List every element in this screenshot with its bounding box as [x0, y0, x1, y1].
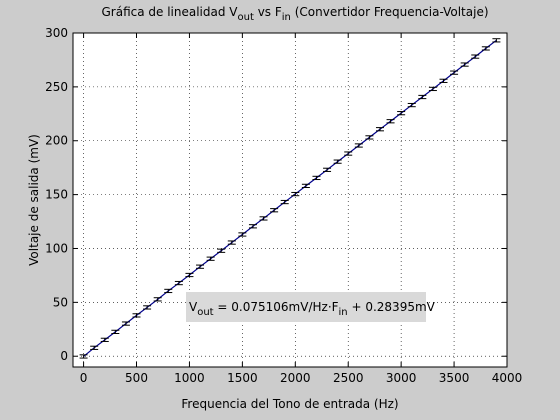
- data-point: [450, 70, 459, 75]
- x-tick-label: 1000: [174, 371, 205, 385]
- x-axis-label: Frequencia del Tono de entrada (Hz): [181, 397, 398, 411]
- data-point: [439, 78, 448, 83]
- data-point: [301, 183, 310, 189]
- y-tick-label: 300: [45, 26, 68, 40]
- equation-box: [186, 292, 426, 322]
- x-tick-label: 2000: [280, 371, 311, 385]
- y-tick-label: 200: [45, 134, 68, 148]
- data-point: [217, 248, 226, 253]
- data-point: [270, 208, 279, 213]
- title-suffix: (Convertidor Frequencia-Voltaje): [291, 5, 489, 19]
- eq-end: + 0.28395mV: [348, 300, 436, 314]
- data-point: [79, 354, 88, 359]
- data-point: [121, 321, 130, 326]
- tick-labels: 0 500 1000 1500 2000 2500 3000 3500 4000 0 50 100 15…: [45, 26, 522, 385]
- data-point: [206, 256, 215, 261]
- title-sub-out: out: [238, 12, 254, 23]
- data-point: [428, 86, 437, 92]
- data-point: [196, 264, 205, 269]
- data-point: [397, 111, 406, 116]
- y-tick-label: 0: [60, 349, 68, 363]
- x-tick-label: 4000: [492, 371, 523, 385]
- data-point: [460, 62, 469, 67]
- chart-title: Gráfica de linealidad Vout vs Fin (Conve…: [101, 5, 488, 23]
- data-point: [259, 216, 268, 221]
- data-point: [386, 119, 395, 124]
- eq-v: V: [189, 300, 198, 314]
- data-point: [90, 345, 99, 350]
- data-point: [312, 175, 321, 181]
- data-point: [333, 159, 342, 164]
- data-point: [132, 313, 141, 318]
- x-tick-label: 1500: [227, 371, 258, 385]
- x-tick-label: 3500: [439, 371, 470, 385]
- fit-equation: Vout = 0.075106mV/Hz·Fin + 0.28395mV: [189, 300, 436, 318]
- data-point: [481, 46, 490, 51]
- data-point: [323, 167, 332, 172]
- data-point: [471, 54, 480, 59]
- data-series-line: [83, 39, 497, 357]
- y-tick-label: 100: [45, 241, 68, 255]
- eq-mid: = 0.075106mV/Hz·F: [214, 300, 339, 314]
- data-point: [375, 127, 384, 132]
- data-point: [418, 94, 427, 100]
- data-point: [280, 199, 289, 205]
- data-point: [174, 280, 183, 286]
- title-middle: vs F: [254, 5, 282, 19]
- y-tick-label: 150: [45, 188, 68, 202]
- x-tick-label: 3000: [386, 371, 417, 385]
- data-point: [111, 329, 120, 334]
- data-point: [291, 191, 300, 197]
- data-point: [407, 102, 416, 108]
- eq-v-sub: out: [197, 307, 213, 318]
- x-tick-label: 0: [80, 371, 88, 385]
- y-axis-label: Voltaje de salida (mV): [27, 134, 41, 266]
- eq-f-sub: in: [339, 307, 348, 318]
- data-point: [344, 151, 353, 156]
- x-tick-label: 2500: [333, 371, 364, 385]
- data-point: [143, 305, 152, 310]
- data-point: [227, 240, 236, 245]
- data-point: [164, 288, 173, 294]
- data-point: [365, 135, 374, 140]
- data-point: [153, 297, 162, 302]
- title-prefix: Gráfica de linealidad V: [101, 5, 238, 19]
- data-point: [492, 38, 501, 43]
- data-point: [100, 337, 109, 342]
- title-sub-in: in: [282, 12, 291, 23]
- y-tick-label: 250: [45, 80, 68, 94]
- data-point: [354, 143, 363, 148]
- data-point: [185, 272, 194, 278]
- x-tick-label: 500: [125, 371, 148, 385]
- error-bars: [79, 38, 501, 359]
- y-tick-label: 50: [53, 295, 68, 309]
- data-point: [238, 232, 247, 237]
- axes-border: [72, 32, 508, 368]
- data-point: [248, 224, 257, 229]
